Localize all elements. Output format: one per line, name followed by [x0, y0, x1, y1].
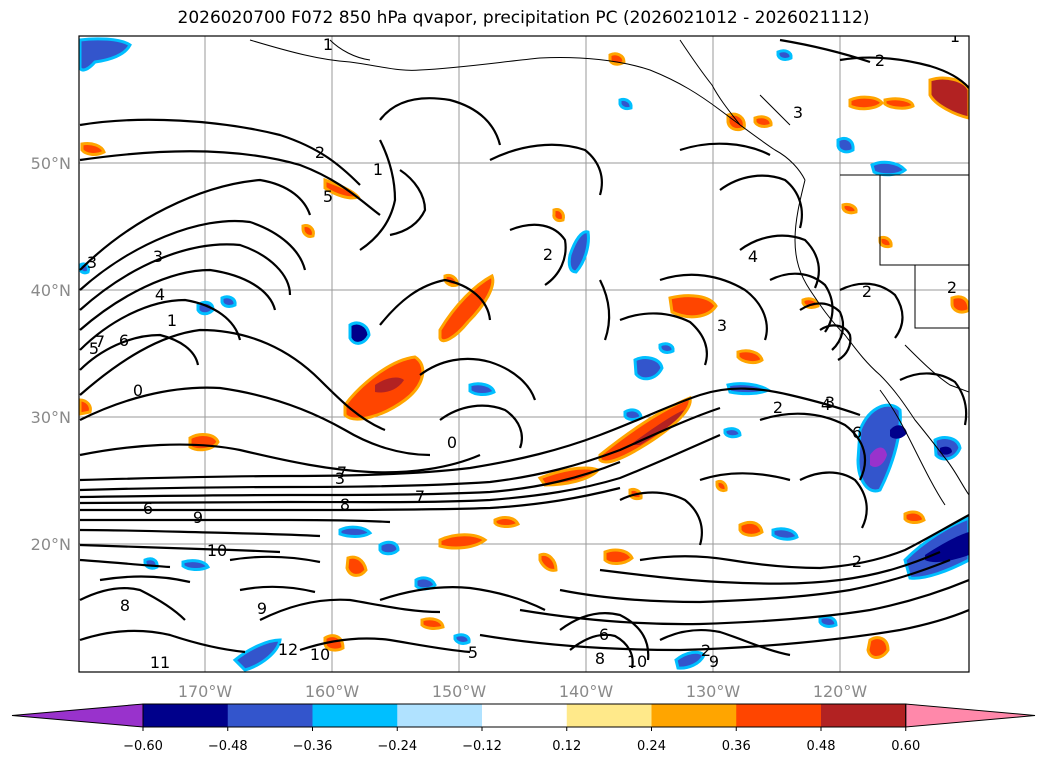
contour-label: 11 — [150, 653, 170, 672]
latitude-labels: 50°N 40°N 30°N 20°N — [31, 154, 71, 554]
colorbar-segment — [312, 704, 398, 727]
colorbar-tick-label: 0.24 — [637, 739, 666, 754]
lat-label: 40°N — [31, 281, 71, 300]
lat-label: 30°N — [31, 408, 71, 427]
colorbar-segment — [227, 704, 313, 727]
lat-label: 50°N — [31, 154, 71, 173]
map-frame — [78, 35, 970, 673]
colorbar-extend-low — [11, 703, 144, 728]
contour-label: 8 — [120, 596, 130, 615]
contour-label: 1 — [950, 27, 960, 46]
qvapor-contours — [79, 38, 969, 669]
colorbar-tick-label: −0.24 — [377, 739, 417, 754]
map-frame-bg — [79, 36, 969, 672]
contour-label: 5 — [323, 187, 333, 206]
contour-label: 3 — [335, 469, 345, 488]
colorbar-tick-label: 0.48 — [807, 739, 836, 754]
contour-label: 5 — [468, 643, 478, 662]
lon-label: 150°W — [432, 682, 487, 701]
colorbar-outline — [142, 703, 907, 728]
lon-label: 160°W — [305, 682, 360, 701]
contour-label: 8 — [340, 495, 350, 514]
contour-label: 10 — [310, 645, 330, 664]
contour-label: 2 — [947, 278, 957, 297]
contour-label: 1 — [373, 160, 383, 179]
colorbar-tick-label: 0.12 — [552, 739, 581, 754]
colorbar-tick-label: −0.48 — [208, 739, 248, 754]
contour-label: 3 — [825, 393, 835, 412]
colorbar-segment — [821, 704, 907, 727]
colorbar-extend-high — [905, 703, 1036, 728]
contour-label: 4 — [821, 395, 831, 414]
map-title: 2026020700 F072 850 hPa qvapor, precipit… — [177, 8, 870, 28]
contour-label: 0 — [133, 381, 143, 400]
contour-label: 3 — [717, 316, 727, 335]
contour-label: 6 — [119, 331, 129, 350]
colorbar-tick-label: −0.60 — [123, 739, 163, 754]
lat-label: 20°N — [31, 535, 71, 554]
contour-label: 12 — [278, 640, 298, 659]
colorbar-tick-label: 0.60 — [891, 739, 920, 754]
lon-label: 120°W — [813, 682, 868, 701]
contour-label: 4 — [155, 285, 165, 304]
contour-label: 7 — [95, 332, 105, 351]
colorbar-segment — [651, 704, 737, 727]
contour-label: 2 — [852, 552, 862, 571]
contour-label: 10 — [627, 652, 647, 671]
contour-label: 6 — [852, 423, 862, 442]
contour-label: 3 — [153, 247, 163, 266]
contour-label: 6 — [599, 625, 609, 644]
longitude-labels: 170°W 160°W 150°W 140°W 130°W 120°W — [178, 682, 868, 701]
contour-label: 2 — [315, 143, 325, 162]
contour-label: 1 — [323, 35, 333, 54]
contour-label: 7 — [337, 463, 347, 482]
contour-label: 2 — [862, 282, 872, 301]
colorbar: −0.60 −0.48 −0.36 −0.24 −0.12 0.12 0.24 0.36 0.4… — [11, 703, 1036, 754]
contour-label: 2 — [543, 245, 553, 264]
colorbar-segment — [736, 704, 822, 727]
coastlines — [249, 39, 969, 506]
colorbar-segment — [143, 704, 229, 727]
colorbar-segment — [482, 704, 568, 727]
contour-label: 9 — [709, 652, 719, 671]
contour-label: 7 — [415, 487, 425, 506]
contour-label: 5 — [89, 339, 99, 358]
colorbar-segment — [397, 704, 483, 727]
contour-label: 3 — [793, 103, 803, 122]
precip-anomaly-fill — [79, 37, 969, 672]
colorbar-tick-label: 0.36 — [722, 739, 751, 754]
colorbar-tick-label: −0.36 — [293, 739, 333, 754]
contour-label: 0 — [447, 433, 457, 452]
contour-label: 2 — [875, 51, 885, 70]
contour-label: 4 — [748, 247, 758, 266]
contour-label: 1 — [167, 311, 177, 330]
contour-label: 3 — [87, 253, 97, 272]
lon-label: 130°W — [686, 682, 741, 701]
contour-label: 9 — [257, 599, 267, 618]
contour-label: 9 — [193, 508, 203, 527]
colorbar-segment — [566, 704, 652, 727]
contour-label: 6 — [143, 499, 153, 518]
contour-label: 8 — [595, 649, 605, 668]
lon-label: 140°W — [559, 682, 614, 701]
contour-label: 10 — [207, 541, 227, 560]
lon-label: 170°W — [178, 682, 233, 701]
contour-label: 2 — [773, 398, 783, 417]
contour-label: 2 — [701, 641, 711, 660]
colorbar-tick-label: −0.12 — [462, 739, 502, 754]
